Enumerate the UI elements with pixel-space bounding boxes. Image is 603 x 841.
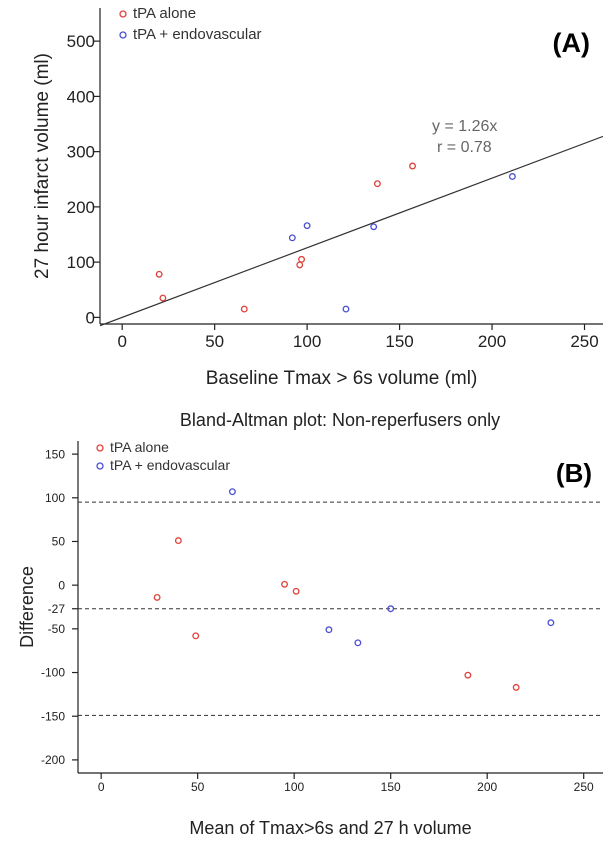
data-point-tpa-endovascular — [370, 223, 378, 231]
y-axis-title: 27 hour infarct volume (ml) — [32, 53, 53, 279]
data-point-tpa-alone — [281, 580, 288, 588]
data-point-tpa-alone — [512, 683, 520, 691]
panel-label: (B) — [556, 458, 592, 488]
data-point-tpa-alone — [174, 537, 182, 545]
x-tick-label: 200 — [477, 780, 497, 794]
data-point-tpa-endovascular — [354, 639, 362, 647]
data-point-tpa-alone — [296, 261, 304, 269]
y-tick-label: 500 — [67, 32, 95, 51]
y-tick-label: 200 — [67, 198, 95, 217]
data-point-tpa-alone — [240, 305, 248, 313]
y-tick-label: 100 — [67, 253, 95, 272]
x-axis-title: Mean of Tmax>6s and 27 h volume — [189, 818, 471, 838]
x-tick-label: 50 — [205, 332, 224, 351]
y-tick-label: 0 — [86, 308, 95, 327]
y-tick-label: 400 — [67, 87, 95, 106]
legend-label: tPA + endovascular — [110, 457, 230, 473]
x-tick-label: 0 — [117, 332, 126, 351]
regression-line — [99, 135, 603, 327]
y-tick-label: -150 — [41, 709, 65, 723]
x-tick-label: 50 — [191, 780, 205, 794]
x-tick-label: 200 — [478, 332, 506, 351]
panel-label: (A) — [553, 28, 590, 58]
x-tick-label: 250 — [570, 332, 598, 351]
panel-b-bland-altman: 0 50 100 150 200 250 -200 -150 -100 -50 -27 0 50 100 1… — [17, 410, 603, 838]
y-tick-label: -200 — [41, 753, 65, 767]
x-tick-label: 150 — [385, 332, 413, 351]
y-tick-label: 300 — [67, 143, 95, 162]
x-tick-label: 150 — [381, 780, 401, 794]
data-point-tpa-alone — [192, 632, 200, 640]
data-point-tpa-alone — [153, 593, 161, 601]
x-tick-label: 100 — [293, 332, 321, 351]
legend-marker — [96, 462, 104, 470]
y-axis-title: Difference — [17, 566, 37, 648]
data-point-tpa-endovascular — [228, 488, 236, 496]
correlation-coefficient: r = 0.78 — [437, 139, 492, 156]
y-tick-label: -27 — [48, 602, 66, 616]
regression-equation: y = 1.26x — [432, 118, 497, 135]
x-tick-label: 0 — [98, 780, 105, 794]
data-point-tpa-alone — [155, 270, 163, 278]
legend-label: tPA alone — [133, 5, 196, 22]
data-point-tpa-endovascular — [547, 619, 555, 627]
data-point-tpa-alone — [373, 180, 381, 188]
data-point-tpa-endovascular — [508, 173, 516, 180]
data-point-tpa-endovascular — [342, 305, 350, 313]
data-point-tpa-endovascular — [387, 605, 395, 613]
y-tick-label: -100 — [41, 666, 65, 680]
y-tick-label: 0 — [58, 578, 65, 592]
x-tick-label: 100 — [284, 780, 304, 794]
x-axis-title: Baseline Tmax > 6s volume (ml) — [206, 368, 478, 389]
x-tick-label: 250 — [574, 780, 594, 794]
legend-marker — [119, 31, 127, 39]
y-tick-label: 100 — [45, 491, 65, 505]
data-point-tpa-endovascular — [288, 234, 296, 242]
y-tick-label: -50 — [48, 622, 66, 636]
chart-title: Bland-Altman plot: Non-reperfusers only — [180, 410, 500, 430]
data-point-tpa-alone — [292, 587, 300, 595]
panel-a-infarct-vs-tmax: 0 50 100 150 200 250 0 100 200 300 400 500 Baseline … — [32, 5, 603, 389]
data-point-tpa-endovascular — [303, 222, 311, 230]
data-point-tpa-alone — [159, 294, 167, 302]
data-point-tpa-endovascular — [325, 626, 333, 634]
data-point-tpa-alone — [409, 162, 416, 170]
data-point-tpa-alone — [464, 671, 472, 679]
y-tick-label: 50 — [52, 535, 66, 549]
legend-marker — [96, 444, 104, 452]
y-tick-label: 150 — [45, 447, 65, 461]
legend-label: tPA alone — [110, 439, 169, 455]
legend-marker — [119, 10, 127, 18]
data-point-tpa-alone — [298, 255, 306, 263]
legend-label: tPA + endovascular — [133, 26, 262, 43]
